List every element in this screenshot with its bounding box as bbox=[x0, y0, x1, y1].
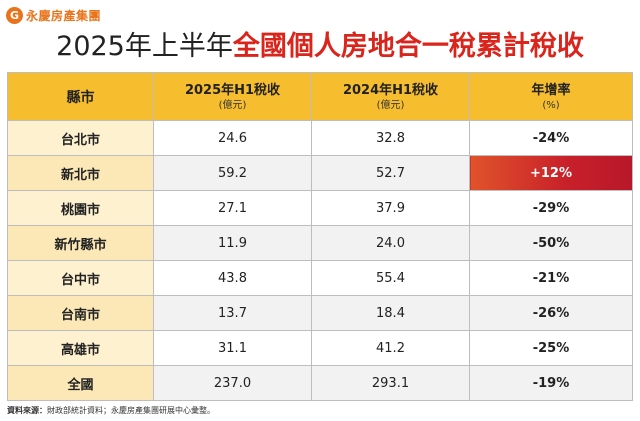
header-rate-unit: (%) bbox=[542, 99, 560, 111]
county-cell: 高雄市 bbox=[7, 330, 154, 366]
county-cell: 台中市 bbox=[7, 260, 154, 296]
value-2024-cell: 293.1 bbox=[311, 365, 470, 401]
table-row: 新竹縣市 11.9 24.0 -50% bbox=[7, 225, 633, 261]
brand-name: 永慶房產集團 bbox=[26, 8, 102, 23]
table-row-total: 全國 237.0 293.1 -19% bbox=[7, 365, 633, 401]
header-2024: 2024年H1稅收 (億元) bbox=[311, 72, 470, 121]
header-2025-label: 2025年H1稅收 bbox=[184, 82, 281, 98]
county-cell: 新竹縣市 bbox=[7, 225, 154, 261]
table-row: 台北市 24.6 32.8 -24% bbox=[7, 120, 633, 156]
table-row: 高雄市 31.1 41.2 -25% bbox=[7, 330, 633, 366]
title-subject: 全國個人房地合一稅累計稅收 bbox=[232, 31, 584, 62]
value-2025-cell: 31.1 bbox=[153, 330, 312, 366]
growth-rate-cell: -26% bbox=[469, 295, 633, 331]
value-2025-cell: 59.2 bbox=[153, 155, 312, 191]
header-county: 縣市 bbox=[7, 72, 154, 121]
source-label: 資料來源： bbox=[7, 406, 47, 415]
county-cell: 桃園市 bbox=[7, 190, 154, 226]
county-cell: 新北市 bbox=[7, 155, 154, 191]
table-row: 台中市 43.8 55.4 -21% bbox=[7, 260, 633, 296]
value-2025-cell: 24.6 bbox=[153, 120, 312, 156]
header-rate: 年增率 (%) bbox=[469, 72, 633, 121]
table-header-row: 縣市 2025年H1稅收 (億元) 2024年H1稅收 (億元) 年增率 (%) bbox=[7, 72, 633, 121]
value-2025-cell: 13.7 bbox=[153, 295, 312, 331]
value-2024-cell: 55.4 bbox=[311, 260, 470, 296]
county-cell: 台南市 bbox=[7, 295, 154, 331]
value-2024-cell: 18.4 bbox=[311, 295, 470, 331]
header-2024-unit: (億元) bbox=[376, 99, 405, 111]
source-text: 財政部統計資料；永慶房產集團研展中心彙整。 bbox=[47, 406, 215, 415]
value-2024-cell: 41.2 bbox=[311, 330, 470, 366]
header-rate-label: 年增率 bbox=[531, 82, 571, 98]
value-2025-cell: 27.1 bbox=[153, 190, 312, 226]
county-cell: 台北市 bbox=[7, 120, 154, 156]
value-2024-cell: 32.8 bbox=[311, 120, 470, 156]
table-row: 台南市 13.7 18.4 -26% bbox=[7, 295, 633, 331]
growth-rate-cell-increase: +12% bbox=[469, 155, 633, 191]
brand-logo: G 永慶房產集團 bbox=[6, 5, 101, 25]
county-cell: 全國 bbox=[7, 365, 154, 401]
growth-rate-cell: -29% bbox=[469, 190, 633, 226]
table-row: 新北市 59.2 52.7 +12% bbox=[7, 155, 633, 191]
header-2024-label: 2024年H1稅收 bbox=[342, 82, 439, 98]
value-2025-cell: 43.8 bbox=[153, 260, 312, 296]
source-note: 資料來源：財政部統計資料；永慶房產集團研展中心彙整。 bbox=[7, 405, 215, 416]
table-row: 桃園市 27.1 37.9 -29% bbox=[7, 190, 633, 226]
growth-rate-cell: -19% bbox=[469, 365, 633, 401]
tax-revenue-table: 縣市 2025年H1稅收 (億元) 2024年H1稅收 (億元) 年增率 (%)… bbox=[7, 72, 633, 401]
value-2024-cell: 52.7 bbox=[311, 155, 470, 191]
value-2024-cell: 37.9 bbox=[311, 190, 470, 226]
page-title: 2025年上半年全國個人房地合一稅累計稅收 bbox=[0, 28, 640, 66]
value-2024-cell: 24.0 bbox=[311, 225, 470, 261]
brand-logo-icon: G bbox=[6, 6, 23, 24]
growth-rate-cell: -24% bbox=[469, 120, 633, 156]
value-2025-cell: 237.0 bbox=[153, 365, 312, 401]
value-2025-cell: 11.9 bbox=[153, 225, 312, 261]
growth-rate-cell: -25% bbox=[469, 330, 633, 366]
growth-rate-cell: -21% bbox=[469, 260, 633, 296]
growth-rate-cell: -50% bbox=[469, 225, 633, 261]
header-2025-unit: (億元) bbox=[218, 99, 247, 111]
title-period: 2025年上半年 bbox=[56, 31, 233, 62]
header-2025: 2025年H1稅收 (億元) bbox=[153, 72, 312, 121]
